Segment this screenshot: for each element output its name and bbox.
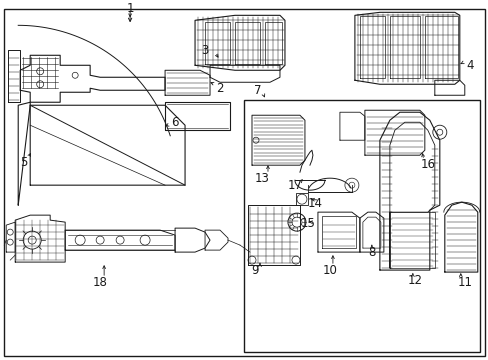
Text: 3: 3 bbox=[201, 44, 208, 57]
Text: 5: 5 bbox=[20, 156, 28, 169]
Text: 10: 10 bbox=[322, 264, 337, 276]
Text: 2: 2 bbox=[216, 82, 224, 95]
Bar bbox=[244, 100, 479, 352]
Text: 8: 8 bbox=[367, 246, 375, 258]
Text: 4: 4 bbox=[465, 59, 472, 72]
Text: 9: 9 bbox=[251, 264, 258, 276]
Text: 13: 13 bbox=[254, 172, 269, 185]
Text: 6: 6 bbox=[171, 116, 179, 129]
Text: 18: 18 bbox=[93, 275, 107, 289]
Text: 17: 17 bbox=[287, 179, 302, 192]
Text: 16: 16 bbox=[420, 158, 434, 171]
Text: 12: 12 bbox=[407, 274, 422, 287]
Text: 7: 7 bbox=[254, 84, 261, 97]
Text: 15: 15 bbox=[300, 217, 315, 230]
Text: 11: 11 bbox=[456, 275, 471, 289]
Text: 1: 1 bbox=[126, 2, 134, 15]
Text: 14: 14 bbox=[307, 197, 322, 210]
